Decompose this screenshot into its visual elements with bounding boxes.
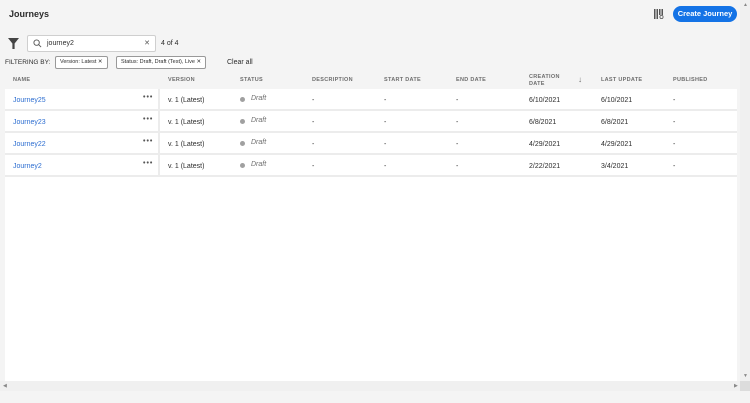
- column-divider: [158, 89, 160, 111]
- row-creation-date: 6/8/2021: [529, 119, 557, 126]
- col-version[interactable]: VERSION: [168, 77, 195, 83]
- sort-descending-icon[interactable]: ↓: [578, 75, 583, 84]
- more-actions-icon[interactable]: •••: [143, 160, 154, 167]
- row-last-update: 6/10/2021: [601, 97, 633, 104]
- row-description: -: [312, 97, 315, 104]
- row-description: -: [312, 163, 315, 170]
- col-status[interactable]: STATUS: [240, 77, 263, 83]
- clear-all-link[interactable]: Clear all: [227, 59, 253, 66]
- row-start-date: -: [384, 119, 387, 126]
- row-end-date: -: [456, 163, 459, 170]
- row-creation-date: 2/22/2021: [529, 163, 561, 170]
- row-description: -: [312, 141, 315, 148]
- row-version: v. 1 (Latest): [168, 97, 205, 104]
- remove-chip-icon[interactable]: ✕: [97, 59, 103, 65]
- row-version: v. 1 (Latest): [168, 163, 205, 170]
- column-divider: [158, 133, 160, 155]
- col-creation-date[interactable]: CREATION DATE: [529, 74, 560, 87]
- clear-search-icon[interactable]: ✕: [144, 40, 150, 47]
- col-published[interactable]: PUBLISHED: [673, 77, 708, 83]
- status-dot-icon: [240, 97, 245, 102]
- filter-chip-status[interactable]: Status: Draft, Draft (Test), Live ✕: [116, 56, 207, 69]
- col-start-date[interactable]: START DATE: [384, 77, 422, 83]
- status-dot-icon: [240, 141, 245, 146]
- col-description[interactable]: DESCRIPTION: [312, 77, 353, 83]
- row-status: Draft: [251, 139, 267, 146]
- row-published: -: [673, 119, 676, 126]
- chip-label: Version: Latest: [60, 59, 97, 65]
- row-last-update: 4/29/2021: [601, 141, 633, 148]
- row-published: -: [673, 97, 676, 104]
- row-description: -: [312, 119, 315, 126]
- result-count: 4 of 4: [161, 40, 179, 47]
- table-row[interactable]: Journey23 v. 1 (Latest) - - - 6/8/2021 6/8/202…: [5, 111, 737, 133]
- row-published: -: [673, 163, 676, 170]
- row-version: v. 1 (Latest): [168, 141, 205, 148]
- col-name[interactable]: NAME: [13, 77, 31, 83]
- journeys-table: Journey25 v. 1 (Latest) - - - 6/10/2021 6/10/2…: [5, 89, 737, 381]
- row-name-link[interactable]: Journey22: [13, 141, 46, 148]
- filter-icon[interactable]: [8, 38, 19, 49]
- filter-chip-version[interactable]: Version: Latest ✕: [55, 56, 108, 69]
- more-actions-icon[interactable]: •••: [143, 116, 154, 123]
- row-end-date: -: [456, 141, 459, 148]
- row-name-link[interactable]: Journey2: [13, 163, 42, 170]
- vertical-scrollbar[interactable]: ▲ ▼: [740, 0, 750, 391]
- col-last-update[interactable]: LAST UPDATE: [601, 77, 643, 83]
- table-row[interactable]: Journey2 v. 1 (Latest) - - - 2/22/2021 3/4/202…: [5, 155, 737, 177]
- create-journey-button[interactable]: Create Journey: [673, 6, 737, 22]
- col-end-date[interactable]: END DATE: [456, 77, 487, 83]
- row-creation-date: 6/10/2021: [529, 97, 561, 104]
- column-divider: [158, 111, 160, 133]
- row-status: Draft: [251, 161, 267, 168]
- row-start-date: -: [384, 97, 387, 104]
- row-end-date: -: [456, 97, 459, 104]
- row-creation-date: 4/29/2021: [529, 141, 561, 148]
- remove-chip-icon[interactable]: ✕: [196, 59, 202, 65]
- row-status: Draft: [251, 117, 267, 124]
- search-value: journey2: [47, 40, 74, 47]
- horizontal-scrollbar[interactable]: ◀ ▶: [0, 381, 740, 391]
- scrollbar-corner: [740, 381, 750, 391]
- row-status: Draft: [251, 95, 267, 102]
- row-version: v. 1 (Latest): [168, 119, 205, 126]
- row-published: -: [673, 141, 676, 148]
- row-last-update: 3/4/2021: [601, 163, 629, 170]
- status-dot-icon: [240, 119, 245, 124]
- status-dot-icon: [240, 163, 245, 168]
- search-icon: [33, 39, 42, 48]
- row-start-date: -: [384, 141, 387, 148]
- row-name-link[interactable]: Journey23: [13, 119, 46, 126]
- library-icon[interactable]: [654, 9, 664, 19]
- row-start-date: -: [384, 163, 387, 170]
- more-actions-icon[interactable]: •••: [143, 138, 154, 145]
- row-last-update: 6/8/2021: [601, 119, 629, 126]
- row-end-date: -: [456, 119, 459, 126]
- table-row[interactable]: Journey25 v. 1 (Latest) - - - 6/10/2021 6/10/2…: [5, 89, 737, 111]
- search-input[interactable]: journey2 ✕: [27, 35, 156, 52]
- chip-label: Status: Draft, Draft (Test), Live: [121, 59, 195, 65]
- filtering-by-label: FILTERING BY:: [5, 59, 51, 66]
- more-actions-icon[interactable]: •••: [143, 94, 154, 101]
- column-divider: [158, 155, 160, 177]
- table-row[interactable]: Journey22 v. 1 (Latest) - - - 4/29/2021 4/29/2…: [5, 133, 737, 155]
- page-title: Journeys: [9, 9, 50, 19]
- row-name-link[interactable]: Journey25: [13, 97, 46, 104]
